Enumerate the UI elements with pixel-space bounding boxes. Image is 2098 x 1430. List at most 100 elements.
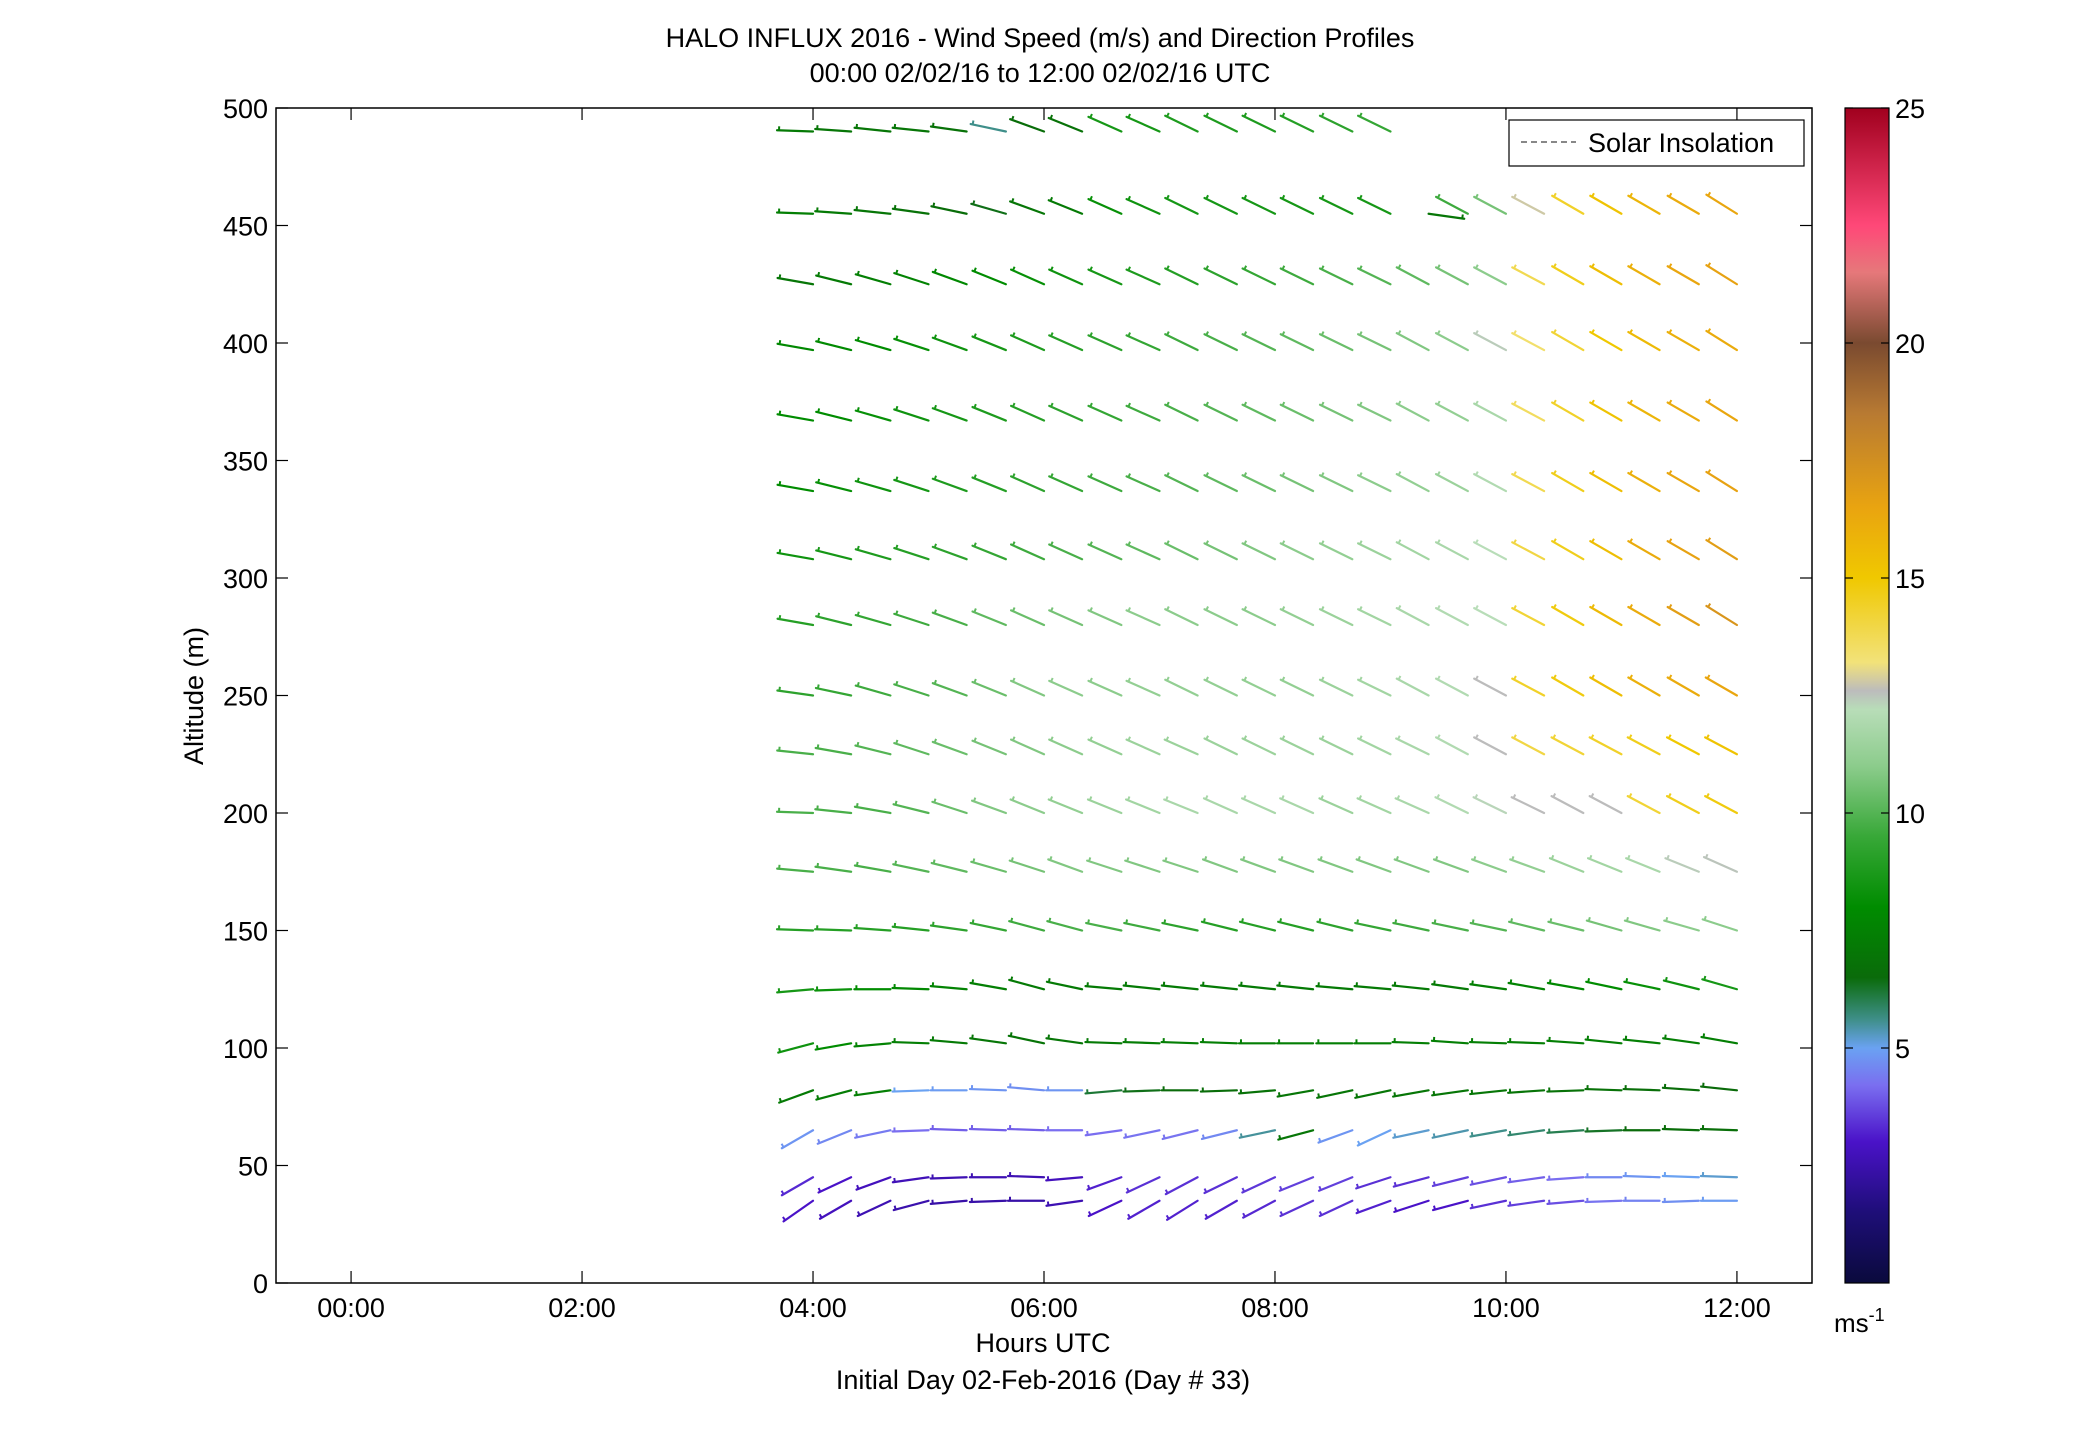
wind-barb-flag bbox=[1166, 797, 1167, 801]
wind-barb-flag bbox=[1550, 918, 1551, 922]
wind-barb-flag bbox=[1588, 978, 1589, 982]
wind-barb-flag bbox=[1012, 116, 1013, 120]
wind-barb-flag bbox=[818, 1139, 819, 1143]
wind-barb-flag bbox=[1356, 1093, 1357, 1097]
wind-barb-shaft bbox=[1701, 1176, 1737, 1177]
wind-barb-flag bbox=[1435, 920, 1436, 924]
wind-barb-flag bbox=[1243, 856, 1244, 860]
wind-barb-flag bbox=[935, 739, 936, 743]
wind-barb-flag bbox=[818, 479, 819, 483]
wind-barb-flag bbox=[1666, 977, 1667, 981]
wind-barb-flag bbox=[1434, 1091, 1435, 1095]
wind-barb-shaft bbox=[970, 1129, 1006, 1130]
wind-barb-flag bbox=[1395, 920, 1396, 924]
wind-barb-flag bbox=[1512, 856, 1513, 860]
wind-barb-flag bbox=[818, 685, 819, 689]
wind-barb-flag bbox=[1049, 918, 1050, 922]
wind-barb-flag bbox=[1164, 1135, 1165, 1139]
wind-barb-flag bbox=[1319, 918, 1320, 922]
wind-barb-flag bbox=[780, 340, 781, 344]
y-tick-label: 100 bbox=[223, 1034, 268, 1064]
wind-barb-flag bbox=[1279, 1135, 1280, 1139]
wind-barb-flag bbox=[1049, 978, 1050, 982]
wind-barb-shaft bbox=[1585, 1201, 1621, 1202]
wind-barb-flag bbox=[894, 1178, 895, 1182]
wind-barb-flag bbox=[1434, 981, 1435, 985]
colorbar-tick-label: 5 bbox=[1895, 1034, 1910, 1064]
wind-barb-flag bbox=[1462, 215, 1463, 219]
wind-barb-flag bbox=[896, 801, 897, 805]
colorbar-unit-base: ms bbox=[1834, 1308, 1869, 1338]
wind-barb-flag bbox=[1279, 1092, 1280, 1096]
wind-barb-shaft bbox=[1162, 1042, 1198, 1043]
colorbar-unit-exponent: -1 bbox=[1869, 1305, 1885, 1325]
wind-barb-flag bbox=[858, 682, 859, 686]
wind-barb-flag bbox=[1051, 115, 1052, 119]
colorbar-tick-label: 10 bbox=[1895, 799, 1925, 829]
wind-barb-flag bbox=[818, 613, 819, 617]
wind-barb-shaft bbox=[1008, 1176, 1044, 1177]
wind-barb-flag bbox=[974, 798, 975, 802]
wind-barb-flag bbox=[896, 270, 897, 274]
wind-barb-flag bbox=[1359, 856, 1360, 860]
wind-barb-shaft bbox=[1201, 1042, 1237, 1043]
wind-barb-shaft bbox=[777, 130, 813, 131]
wind-barb-flag bbox=[779, 1048, 780, 1052]
colorbar-tick-label: 20 bbox=[1895, 329, 1925, 359]
wind-barb-flag bbox=[818, 744, 819, 748]
wind-barb-flag bbox=[973, 121, 974, 125]
wind-barb-flag bbox=[780, 1098, 781, 1102]
wind-barb-shaft bbox=[931, 1177, 967, 1178]
wind-barb-flag bbox=[1394, 1133, 1395, 1137]
wind-barb-flag bbox=[780, 274, 781, 278]
wind-barb-flag bbox=[974, 738, 975, 742]
wind-barb-flag bbox=[896, 336, 897, 340]
wind-barb-flag bbox=[935, 335, 936, 339]
wind-barb-flag bbox=[1550, 979, 1551, 983]
wind-barb-flag bbox=[1590, 855, 1591, 859]
y-tick-label: 400 bbox=[223, 329, 268, 359]
wind-barb-flag bbox=[1128, 797, 1129, 801]
wind-barb-flag bbox=[1628, 855, 1629, 859]
wind-barb-flag bbox=[1434, 1182, 1435, 1186]
wind-barb-flag bbox=[1280, 1186, 1281, 1190]
wind-barb-flag bbox=[817, 1095, 818, 1099]
wind-barb-flag bbox=[1510, 1131, 1511, 1135]
wind-barb-flag bbox=[1319, 1186, 1320, 1190]
wind-barb-shaft bbox=[1124, 1090, 1160, 1091]
wind-barb-flag bbox=[1051, 197, 1052, 201]
wind-barb-flag bbox=[1589, 917, 1590, 921]
wind-barb-flag bbox=[1319, 1138, 1320, 1142]
wind-barb-shaft bbox=[1663, 1176, 1699, 1177]
wind-barb-flag bbox=[1357, 1184, 1358, 1188]
wind-barb-flag bbox=[974, 268, 975, 272]
wind-barb-flag bbox=[1089, 857, 1090, 861]
wind-barb-flag bbox=[972, 979, 973, 983]
x-tick-label: 04:00 bbox=[779, 1293, 847, 1323]
wind-barb-shaft bbox=[1008, 1129, 1044, 1130]
wind-barb-flag bbox=[1125, 1133, 1126, 1137]
wind-barb-flag bbox=[896, 545, 897, 549]
wind-barb-flag bbox=[817, 863, 818, 867]
wind-barb-flag bbox=[856, 1091, 857, 1095]
wind-barb-flag bbox=[1320, 856, 1321, 860]
wind-barb-flag bbox=[896, 477, 897, 481]
wind-barb-flag bbox=[1510, 1202, 1511, 1206]
wind-barb-flag bbox=[1667, 855, 1668, 859]
wind-barb-flag bbox=[933, 203, 934, 207]
x-tick-label: 10:00 bbox=[1472, 1293, 1540, 1323]
wind-barb-flag bbox=[896, 740, 897, 744]
y-tick-label: 450 bbox=[223, 212, 268, 242]
y-tick-label: 350 bbox=[223, 447, 268, 477]
wind-barb-shaft bbox=[1124, 1042, 1160, 1043]
wind-barb-shaft bbox=[1624, 1089, 1660, 1090]
y-tick-label: 0 bbox=[253, 1269, 268, 1299]
x-tick-label: 12:00 bbox=[1703, 1293, 1771, 1323]
wind-barb-shaft bbox=[1585, 1089, 1621, 1090]
wind-barb-flag bbox=[896, 611, 897, 615]
wind-barb-flag bbox=[1510, 1178, 1511, 1182]
wind-barb-flag bbox=[779, 687, 780, 691]
chart-title: HALO INFLUX 2016 - Wind Speed (m/s) and … bbox=[666, 23, 1415, 53]
